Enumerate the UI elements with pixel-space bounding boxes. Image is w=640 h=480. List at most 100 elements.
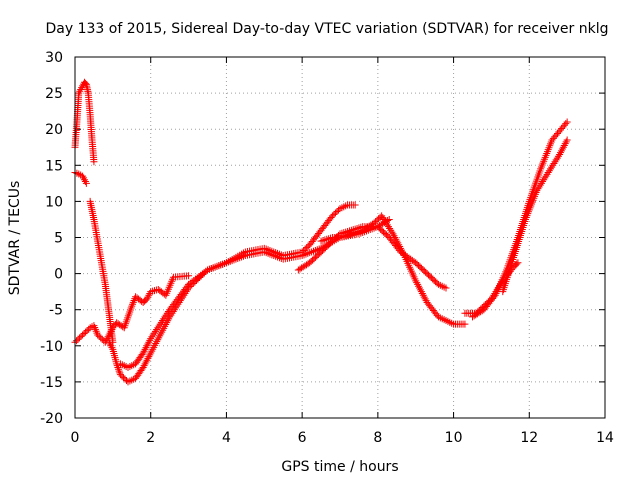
data-point (143, 356, 151, 364)
data-point (370, 219, 378, 227)
y-tick-labels: -20 -15 -10 -5 0 5 10 15 20 25 30 (40, 50, 63, 427)
data-point (142, 344, 150, 352)
data-point (533, 187, 541, 195)
data-point (549, 161, 557, 169)
data-point (108, 344, 116, 352)
series-track-6 (116, 215, 393, 371)
x-tick-label: 14 (596, 430, 614, 446)
y-tick-label: -20 (40, 411, 63, 427)
data-point (183, 282, 191, 290)
data-point (392, 235, 400, 243)
x-tick-label: 4 (222, 430, 231, 446)
series-track-7 (294, 223, 450, 292)
data-point (351, 201, 359, 209)
data-point (121, 375, 129, 383)
data-point (141, 360, 149, 368)
series-track-8 (317, 212, 469, 328)
data-point (562, 120, 570, 128)
data-point (146, 336, 154, 344)
data-point (416, 286, 424, 294)
data-point (118, 372, 126, 380)
data-point (162, 311, 170, 319)
data-point (372, 218, 380, 226)
data-point (543, 170, 551, 178)
data-point (119, 374, 127, 382)
data-point (145, 291, 153, 299)
data-point (113, 362, 121, 370)
y-tick-label: 20 (45, 122, 63, 138)
data-point (79, 172, 87, 180)
data-point (74, 335, 82, 343)
y-tick-label: 15 (45, 158, 63, 174)
y-tick-label: 5 (54, 231, 63, 247)
data-point (373, 216, 381, 224)
data-point (83, 327, 91, 335)
data-point (139, 363, 147, 371)
chart-title: Day 133 of 2015, Sidereal Day-to-day VTE… (46, 21, 609, 37)
data-point (398, 248, 406, 256)
data-point (328, 212, 336, 220)
x-tick-label: 2 (146, 430, 155, 446)
data-point (104, 333, 112, 341)
x-tick-labels: 0 2 4 6 8 10 12 14 (71, 430, 614, 446)
data-point (375, 215, 383, 223)
data-point (396, 243, 404, 251)
data-point (73, 337, 81, 345)
data-point (76, 334, 84, 342)
data-point (116, 371, 124, 379)
data-point (152, 286, 160, 294)
data-point (535, 183, 543, 191)
data-point (541, 174, 549, 182)
data-point (557, 147, 565, 155)
data-point (82, 328, 90, 336)
data-point (553, 154, 561, 162)
data-point (536, 181, 544, 189)
series-track-2 (71, 169, 90, 187)
data-point (416, 284, 423, 292)
data-point (546, 165, 554, 173)
data-point (399, 250, 407, 258)
data-point (75, 89, 83, 97)
series-track-5 (105, 201, 359, 386)
data-point (90, 158, 98, 166)
data-point (383, 221, 391, 229)
data-point (97, 334, 105, 342)
data-point (153, 326, 161, 334)
data-point (106, 340, 114, 348)
data-point (558, 145, 566, 153)
data-point (115, 365, 123, 373)
data-point (514, 259, 522, 267)
y-tick-label: -10 (40, 339, 63, 355)
data-point (149, 331, 157, 339)
data-point (418, 289, 426, 297)
x-tick-label: 6 (298, 430, 307, 446)
data-point (552, 156, 560, 164)
data-point (391, 234, 399, 241)
data-point (442, 284, 450, 292)
data-point (413, 279, 421, 287)
data-point (148, 333, 156, 341)
data-point (105, 331, 113, 339)
data-point (77, 85, 85, 93)
data-point (560, 141, 568, 149)
x-tick-label: 8 (373, 430, 382, 446)
series-track-4 (71, 272, 193, 346)
data-point (390, 232, 398, 240)
y-tick-label: 30 (45, 50, 63, 66)
data-point (106, 329, 114, 337)
data-point (107, 327, 115, 335)
data-point (142, 358, 150, 366)
data-point (140, 347, 148, 355)
x-axis-label: GPS time / hours (281, 459, 398, 475)
data-point (80, 330, 88, 338)
y-tick-label: 25 (45, 86, 63, 102)
data-point (102, 336, 110, 344)
data-point (139, 349, 147, 357)
data-point (303, 244, 311, 252)
data-point (559, 143, 567, 151)
data-point (421, 295, 429, 303)
data-point (145, 353, 153, 361)
data-point (384, 223, 392, 231)
data-point (114, 363, 122, 371)
data-layer (71, 78, 571, 386)
